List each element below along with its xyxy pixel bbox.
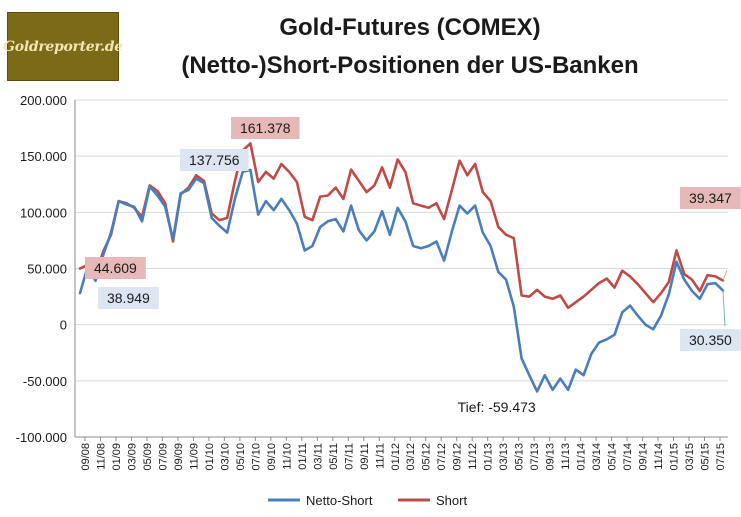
x-tick-label: 01/12	[390, 443, 402, 471]
data-label: 161.378	[240, 120, 291, 136]
x-tick-label: 05/09	[142, 443, 154, 471]
data-label-box	[85, 257, 146, 279]
legend-label: Short	[436, 493, 467, 508]
y-tick-label: 100.000	[20, 205, 67, 220]
x-tick-label: 01/10	[204, 443, 216, 471]
x-tick-label: 03/13	[498, 443, 510, 471]
y-tick-label: 150.000	[20, 149, 67, 164]
x-tick-label: 03/15	[684, 443, 696, 471]
x-tick-label: 09/09	[173, 443, 185, 471]
x-tick-label: 11/13	[560, 443, 572, 470]
x-tick-label: 01/14	[576, 443, 588, 471]
x-tick-label: 11/10	[281, 443, 293, 470]
y-tick-label: 0	[60, 318, 67, 333]
legend-label: Netto-Short	[306, 493, 373, 508]
x-tick-label: 01/13	[483, 443, 495, 471]
x-tick-label: 07/11	[343, 443, 355, 470]
y-tick-label: -100.000	[16, 430, 67, 445]
x-tick-label: 05/11	[328, 443, 340, 470]
x-tick-label: 05/14	[607, 443, 619, 471]
x-tick-label: 05/13	[514, 443, 526, 471]
x-tick-label: 07/14	[622, 443, 634, 471]
x-tick-label: 09/10	[266, 443, 278, 471]
data-label: 137.756	[189, 152, 240, 168]
x-tick-label: 03/14	[591, 443, 603, 471]
x-tick-label: 01/15	[669, 443, 681, 471]
logo: Goldreporter.de	[3, 12, 123, 81]
x-tick-label: 01/09	[111, 443, 123, 471]
y-tick-label: 50.000	[27, 262, 67, 277]
x-tick-label: 05/12	[421, 443, 433, 471]
series-line-netto-short	[78, 168, 725, 393]
x-tick-label: 11/12	[467, 443, 479, 470]
data-label-box	[680, 187, 741, 209]
x-tick-label: 07/09	[157, 443, 169, 471]
data-label-leader	[722, 270, 728, 281]
chart-title-line-2: (Netto-)Short-Positionen der US-Banken	[181, 52, 639, 79]
x-tick-label: 03/10	[219, 443, 231, 471]
y-tick-label: 200.000	[20, 93, 67, 108]
data-label: 44.609	[94, 260, 137, 276]
data-label: 30.350	[689, 332, 732, 348]
x-tick-label: 07/12	[436, 443, 448, 471]
data-label-box	[180, 149, 249, 171]
series-line-short	[78, 142, 725, 310]
data-label-leader	[722, 290, 726, 327]
x-tick-label: 07/13	[529, 443, 541, 471]
x-tick-label: 09/12	[452, 443, 464, 471]
x-tick-label: 05/10	[235, 443, 247, 471]
x-tick-label: 11/11	[374, 443, 386, 469]
data-label: Tief: -59.473	[458, 399, 536, 415]
x-tick-label: 03/12	[405, 443, 417, 471]
x-tick-label: 05/15	[700, 443, 712, 471]
x-tick-label: 07/10	[250, 443, 262, 471]
x-tick-label: 11/14	[653, 443, 665, 470]
x-tick-label: 01/11	[297, 443, 309, 470]
x-tick-label: 11/09	[188, 443, 200, 470]
x-tick-label: 09/11	[359, 443, 371, 470]
data-label-box	[680, 329, 741, 351]
x-tick-label: 09/14	[638, 443, 650, 471]
data-label-box	[98, 287, 159, 309]
logo-text: Goldreporter.de	[3, 38, 123, 55]
x-tick-label: 09/13	[545, 443, 557, 471]
x-tick-label: 11/08	[95, 443, 107, 470]
data-label: 39.347	[689, 190, 732, 206]
data-label: 38.949	[107, 290, 150, 306]
y-tick-label: -50.000	[23, 374, 67, 389]
x-tick-label: 03/09	[126, 443, 138, 471]
x-tick-label: 09/08	[80, 443, 92, 471]
x-tick-label: 07/15	[715, 443, 727, 471]
data-label-box	[231, 117, 300, 139]
x-tick-label: 03/11	[312, 443, 324, 470]
chart-title-line-1: Gold-Futures (COMEX)	[279, 14, 541, 41]
